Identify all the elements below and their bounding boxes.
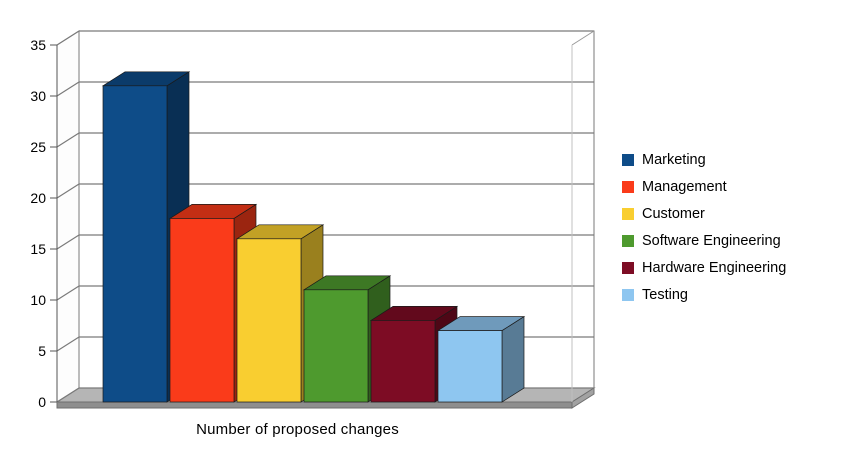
y-tick-label: 10 [30, 292, 46, 308]
gridline-left-wall [56, 234, 80, 250]
y-tick-label: 35 [30, 37, 46, 53]
y-tick-label: 5 [38, 343, 46, 359]
bar-side-face [501, 315, 525, 403]
gridline-left-wall [56, 81, 80, 97]
gridline-left-wall [56, 285, 80, 301]
legend-swatch-management [622, 180, 634, 193]
bar-front-face [303, 289, 369, 403]
bar-testing [436, 315, 526, 403]
legend-swatch-marketing [622, 153, 634, 166]
gridline-left-wall [56, 336, 80, 352]
bar-front-face [437, 330, 503, 403]
chart-left-wall [56, 30, 80, 403]
x-axis-title: Number of proposed changes [196, 421, 399, 438]
y-tick-label: 30 [30, 88, 46, 104]
legend: Marketing Management Customer Software Engi… [622, 146, 786, 308]
legend-item-software-engineering: Software Engineering [622, 227, 786, 254]
y-tick-label: 20 [30, 190, 46, 206]
legend-swatch-customer [622, 207, 634, 220]
legend-swatch-hardware-engineering [622, 261, 634, 274]
legend-label: Marketing [642, 151, 706, 168]
legend-item-testing: Testing [622, 281, 786, 308]
legend-label: Testing [642, 286, 688, 303]
legend-swatch-testing [622, 288, 634, 301]
frame-edge-top-right [571, 30, 595, 46]
chart-floor-side-edge [571, 387, 595, 409]
gridline-left-wall [56, 387, 80, 403]
legend-item-marketing: Marketing [622, 146, 786, 173]
y-tick-label: 15 [30, 241, 46, 257]
legend-item-management: Management [622, 173, 786, 200]
chart-floor-front-edge [56, 401, 573, 409]
y-tick-label: 0 [38, 394, 46, 410]
y-tick-label: 25 [30, 139, 46, 155]
bar-front-face [236, 238, 302, 403]
bar-front-face [370, 320, 436, 403]
bar-front-face [102, 85, 168, 403]
legend-item-hardware-engineering: Hardware Engineering [622, 254, 786, 281]
legend-label: Management [642, 178, 727, 195]
legend-label: Hardware Engineering [642, 259, 787, 276]
bar-front-face [169, 218, 235, 403]
gridline-left-wall [56, 132, 80, 148]
legend-swatch-software-engineering [622, 234, 634, 247]
legend-item-customer: Customer [622, 200, 786, 227]
gridline-left-wall [56, 183, 80, 199]
legend-label: Software Engineering [642, 232, 781, 249]
gridline-left-wall [56, 30, 80, 46]
legend-label: Customer [642, 205, 705, 222]
